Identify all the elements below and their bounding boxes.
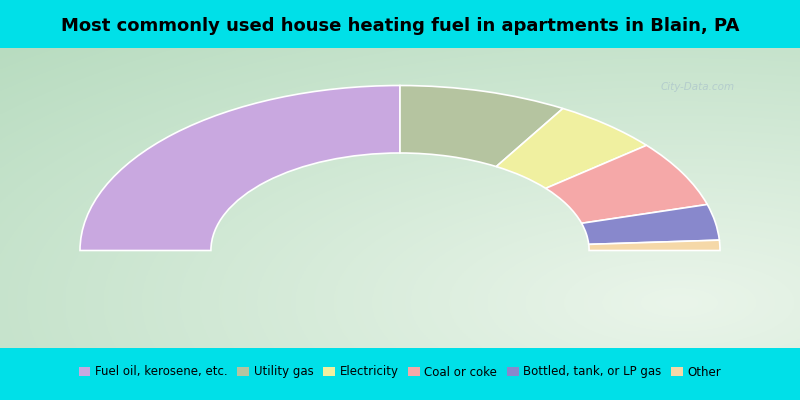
Legend: Fuel oil, kerosene, etc., Utility gas, Electricity, Coal or coke, Bottled, tank,: Fuel oil, kerosene, etc., Utility gas, E… xyxy=(78,366,722,378)
Wedge shape xyxy=(80,86,400,250)
Text: City-Data.com: City-Data.com xyxy=(661,82,734,92)
Text: Most commonly used house heating fuel in apartments in Blain, PA: Most commonly used house heating fuel in… xyxy=(61,17,739,35)
Wedge shape xyxy=(546,145,707,223)
Wedge shape xyxy=(589,240,720,250)
Wedge shape xyxy=(400,86,563,166)
Wedge shape xyxy=(582,204,719,244)
Wedge shape xyxy=(496,108,646,188)
